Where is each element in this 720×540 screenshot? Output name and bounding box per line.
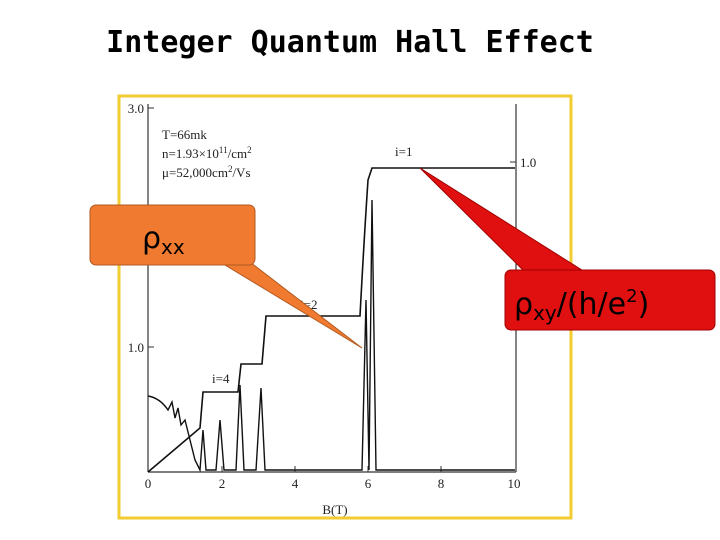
ticks: [148, 107, 516, 472]
callout-text-part: /(h/e: [557, 287, 626, 322]
param: n=1.93×1011/cm2: [162, 145, 252, 161]
x-tick-label: 2: [219, 476, 226, 491]
callout-text: ρxx: [142, 221, 185, 259]
callout-sub: xy: [533, 301, 557, 325]
param-sup: 11: [219, 145, 228, 155]
plateau-label: i=4: [212, 371, 230, 386]
x-tick-label: 0: [145, 476, 152, 491]
param-text: μ=52,000cm: [162, 165, 228, 180]
y-tick-label: 3.0: [128, 101, 144, 116]
param-sup: 2: [228, 164, 233, 174]
callout-symbol: ρ: [142, 221, 161, 256]
param-text: /cm: [228, 146, 248, 161]
plateau-label: i=1: [395, 144, 412, 159]
y-tick-label: 1.0: [128, 340, 144, 355]
x-tick-label: 8: [438, 476, 445, 491]
right-tick-label: 1.0: [520, 155, 536, 170]
x-axis-label: B(T): [322, 502, 347, 517]
callout-sub: xx: [161, 235, 185, 259]
callout-rxy: ρxy/(h/e2): [419, 167, 716, 331]
callout-symbol: ρ: [514, 287, 533, 322]
param-text: /Vs: [232, 165, 250, 180]
hall-curve: [147, 167, 515, 473]
param-sup: 2: [247, 145, 252, 155]
callout-box: [504, 269, 716, 331]
callout-text-part: ): [638, 287, 650, 322]
param-text: n=1.93×10: [162, 146, 219, 161]
callout-text: ρxy/(h/e2): [514, 286, 649, 325]
param: T=66mk: [162, 127, 207, 142]
callout-box: [89, 204, 256, 266]
slide-title: Integer Quantum Hall Effect: [106, 25, 594, 60]
plot: 3.0 1.0 1.0 0 2 4 6 8 10 B(T) T=66mk n=1…: [117, 94, 573, 520]
param: μ=52,000cm2/Vs: [162, 164, 251, 180]
x-tick-label: 10: [508, 476, 521, 491]
x-tick-label: 4: [292, 476, 299, 491]
plot-frame: [117, 94, 573, 520]
callout-sup: 2: [626, 286, 637, 307]
callout-rxx: ρxx: [89, 204, 363, 349]
param-text: T=66mk: [162, 127, 207, 142]
x-tick-label: 6: [365, 476, 372, 491]
rxx-curve: [147, 199, 515, 473]
